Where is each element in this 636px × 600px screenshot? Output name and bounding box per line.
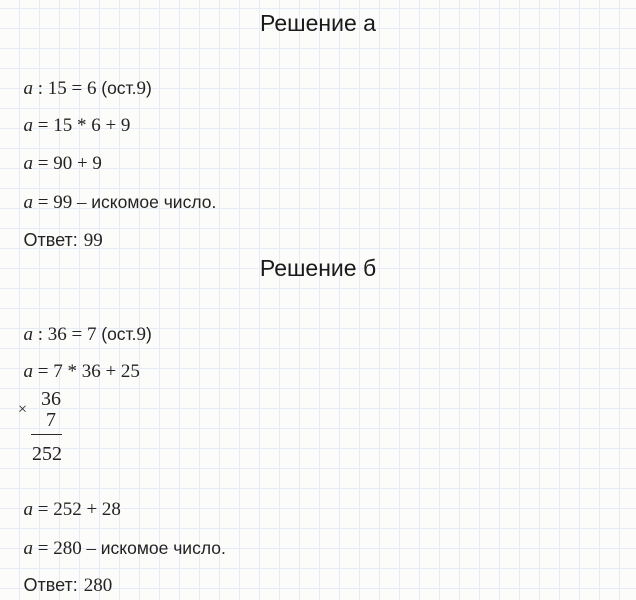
math-expression: = 15 * 6 + 9 [33, 115, 131, 136]
solution-a-title: Решение а [260, 10, 376, 36]
solution-a-line-4: a = 99 – искомое число. [14, 172, 217, 213]
math-expression: : 36 = 7 [33, 324, 102, 345]
solution-a-line-2: a = 15 * 6 + 9 [14, 96, 131, 136]
math-variable: a [23, 78, 34, 99]
solution-b-line-4: a = 280 – искомое число. [14, 518, 226, 559]
math-variable: a [23, 192, 34, 213]
math-expression: = 280 – [33, 538, 101, 559]
remainder-note: (ост. [101, 78, 137, 98]
math-expression: = 99 – [33, 192, 92, 213]
remainder-note: (ост. [101, 324, 137, 344]
math-variable: a [23, 324, 34, 345]
math-expression: = 252 + 28 [33, 499, 121, 520]
multiplication-sign-icon: × [18, 401, 28, 418]
math-expression: = 7 * 36 + 25 [33, 361, 140, 382]
answer-label: Ответ: [23, 575, 78, 595]
math-variable: a [23, 153, 34, 174]
multiplier: 7 [46, 409, 56, 431]
conclusion-text: искомое число. [100, 538, 226, 558]
solution-a-line-1: a : 15 = 6 (ост.9) [14, 58, 152, 99]
math-expression: = 90 + 9 [33, 153, 102, 174]
product: 252 [32, 443, 62, 465]
solution-b-line-1: a : 36 = 7 (ост.9) [14, 304, 152, 345]
solution-a-answer: Ответ: 99 [14, 210, 103, 251]
answer-value: 99 [83, 230, 103, 251]
solution-b-answer: Ответ: 280 [14, 555, 113, 596]
solution-b-title: Решение б [259, 255, 377, 281]
multiplicand: 36 [41, 388, 61, 410]
math-variable: a [23, 115, 34, 136]
remainder-note-close: ) [146, 78, 152, 98]
math-variable: a [23, 361, 34, 382]
math-variable: a [23, 499, 34, 520]
remainder-value: 9 [136, 78, 147, 99]
multiplication-rule-line [31, 434, 62, 435]
solution-b-line-3: a = 252 + 28 [14, 480, 121, 520]
solution-a-line-3: a = 90 + 9 [14, 134, 102, 174]
math-variable: a [23, 538, 34, 559]
conclusion-text: искомое число. [91, 192, 217, 212]
remainder-note-close: ) [146, 324, 152, 344]
answer-value: 280 [83, 575, 113, 596]
answer-label: Ответ: [23, 230, 78, 250]
remainder-value: 9 [136, 324, 147, 345]
solution-b-line-2: a = 7 * 36 + 25 [14, 342, 140, 382]
math-expression: : 15 = 6 [33, 78, 102, 99]
column-multiplication-block: × 36 7 252 [18, 389, 63, 465]
